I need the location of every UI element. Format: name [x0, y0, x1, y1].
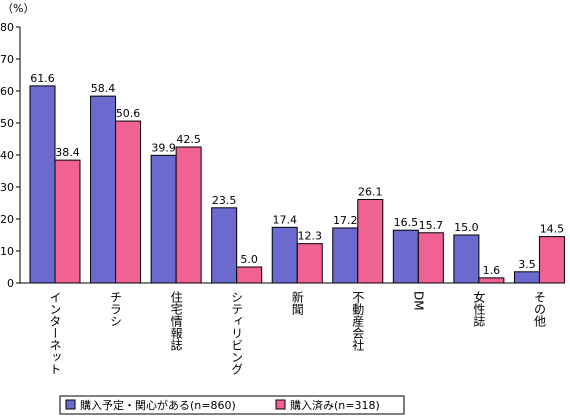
bar-planned: [150, 154, 177, 284]
bar-purchased: [538, 236, 565, 284]
bar-value-label: 38.4: [55, 146, 80, 159]
bar-purchased: [175, 146, 202, 284]
axes: [19, 27, 565, 284]
bar-value-label: 15.7: [419, 219, 444, 232]
y-tick-label: 80: [0, 21, 14, 34]
x-axis-labels: インターネット チラシ 住宅情報誌 シティリビング 新聞 不動産会社 DM 女性誌 その他: [48, 290, 546, 375]
bar-planned: [392, 229, 419, 284]
bar-planned: [211, 207, 238, 284]
bar-value-label: 61.6: [30, 72, 55, 85]
bar-value-label: 39.9: [151, 141, 176, 154]
y-tick-label: 70: [0, 53, 14, 66]
bar-planned: [332, 227, 359, 284]
bar-planned: [90, 95, 117, 284]
y-tick-label: 30: [0, 181, 14, 194]
x-category-label: チラシ: [109, 291, 123, 327]
y-tick-label: 60: [0, 85, 14, 98]
y-tick-label: 0: [7, 277, 14, 290]
bar-value-label: 17.2: [333, 214, 358, 227]
legend: 購入予定・関心がある(n=860) 購入済み(n=318): [59, 395, 405, 415]
bar-purchased: [236, 266, 263, 284]
bar-value-label: 14.5: [540, 223, 565, 236]
x-category-label: 不動産会社: [351, 291, 365, 351]
bar-planned: [29, 85, 56, 284]
bar-value-label: 58.4: [91, 82, 116, 95]
bar-planned: [513, 271, 540, 284]
x-category-label: 新聞: [290, 290, 304, 315]
bar-purchased: [296, 243, 323, 284]
x-category-label: その他: [532, 291, 546, 327]
y-axis-ticks: 0 10 20 30 40 50 60 70 80: [0, 21, 20, 290]
x-category-label: 女性誌: [472, 290, 486, 327]
x-category-label: インターネット: [48, 291, 62, 375]
bar-purchased: [54, 159, 81, 284]
bar-purchased: [417, 232, 444, 284]
bar-value-label: 26.1: [358, 185, 383, 198]
legend-label: 購入予定・関心がある(n=860): [80, 398, 236, 412]
y-tick-label: 20: [0, 213, 14, 226]
legend-swatch: [65, 399, 76, 410]
bar-purchased: [478, 277, 505, 284]
bar-value-label: 23.5: [212, 194, 237, 207]
legend-swatch: [275, 399, 286, 410]
bar-planned: [453, 234, 480, 284]
y-tick-label: 50: [0, 117, 14, 130]
x-category-label: DM: [411, 291, 425, 311]
bar-value-label: 3.5: [518, 258, 536, 271]
bar-value-label: 12.3: [297, 230, 322, 243]
y-axis-unit-label: （%）: [2, 2, 34, 15]
bar-value-label: 1.6: [483, 264, 501, 277]
bar-planned: [271, 226, 298, 284]
x-category-label: シティリビング: [230, 291, 244, 375]
legend-box: [59, 395, 405, 415]
bar-value-label: 5.0: [240, 253, 258, 266]
bar-value-label: 17.4: [272, 213, 297, 226]
bar-value-label: 15.0: [454, 221, 479, 234]
bar-value-label: 42.5: [176, 133, 201, 146]
value-labels: 61.6 38.4 58.450.6 39.942.5 23.5 5.0 17.412.3 1…: [30, 72, 564, 277]
bars: [29, 85, 565, 284]
bar-purchased: [357, 198, 384, 284]
y-tick-label: 10: [0, 245, 14, 258]
y-tick-label: 40: [0, 149, 14, 162]
bar-purchased: [115, 120, 142, 284]
bar-value-label: 50.6: [116, 107, 141, 120]
x-category-label: 住宅情報誌: [169, 291, 183, 351]
legend-label: 購入済み(n=318): [290, 398, 380, 412]
bar-value-label: 16.5: [394, 216, 419, 229]
